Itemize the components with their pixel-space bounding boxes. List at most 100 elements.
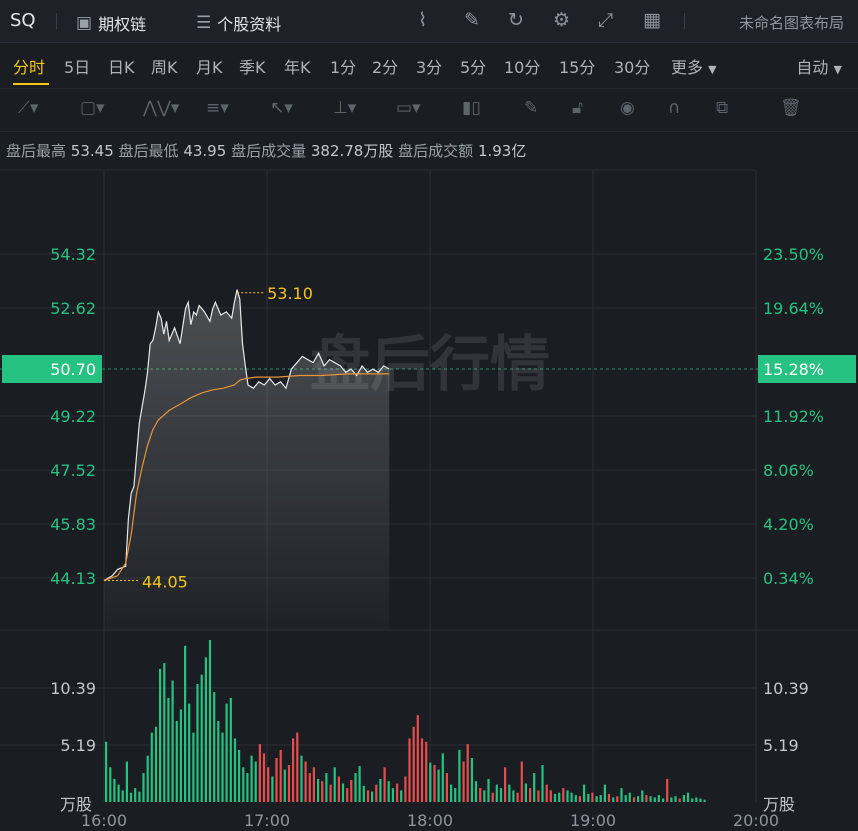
period-1m[interactable]: 1分: [330, 58, 357, 77]
volume-bar: [312, 767, 315, 802]
period-month[interactable]: 月K: [196, 58, 223, 77]
lock-icon[interactable]: 🔓︎: [572, 98, 584, 118]
period-5d[interactable]: 5日: [64, 58, 91, 77]
current-price-badge-left: [2, 355, 102, 383]
period-day[interactable]: 日K: [108, 58, 135, 77]
volume-bar: [545, 784, 548, 802]
y-tick-label-left: 54.32: [50, 245, 96, 264]
volume-bar: [524, 783, 527, 802]
volume-tick-left: 5.19: [60, 736, 96, 755]
y-tick-label-left: 44.13: [50, 569, 96, 588]
bar-tool-icon[interactable]: ▮▯: [462, 98, 481, 118]
period-intraday[interactable]: 分时: [13, 58, 46, 77]
volume-bar: [553, 793, 557, 802]
layers-icon[interactable]: ⧉: [716, 98, 729, 118]
eye-icon[interactable]: ◉: [620, 98, 635, 118]
rect-tool-icon[interactable]: ▢▾: [80, 98, 105, 118]
volume-bar: [520, 761, 523, 802]
volume-bar: [113, 778, 116, 802]
volume-bar: [366, 790, 370, 802]
volume-bar: [441, 753, 444, 802]
options-chain-button[interactable]: ▣ 期权链: [76, 11, 146, 35]
current-pct-value: 15.28%: [763, 360, 824, 379]
grid-icon[interactable]: ▦: [643, 9, 661, 31]
volume-bar: [474, 781, 478, 802]
period-30m[interactable]: 30分: [614, 58, 651, 77]
expand-icon[interactable]: ⤢: [598, 9, 614, 31]
volume-bar: [387, 781, 390, 802]
volume-bar: [462, 761, 465, 802]
auto-scale-dropdown[interactable]: 自动 ▼: [796, 54, 842, 78]
layout-name[interactable]: 未命名图表布局: [738, 14, 844, 32]
period-5m[interactable]: 5分: [460, 58, 487, 77]
volume-bar: [304, 761, 307, 802]
volume-bar: [499, 788, 503, 802]
volume-bar: [179, 709, 182, 802]
volume-bar: [491, 792, 494, 802]
volume-bar: [354, 773, 357, 802]
arrow-tool-icon[interactable]: ↖▾: [270, 98, 293, 118]
period-10m[interactable]: 10分: [504, 58, 541, 77]
y-tick-label-left: 49.22: [50, 407, 96, 426]
period-quarter[interactable]: 季K: [239, 58, 266, 77]
volume-bar: [204, 657, 207, 802]
volume-bar: [628, 792, 631, 802]
trash-icon[interactable]: 🗑︎: [780, 98, 802, 118]
volume-bar: [350, 780, 353, 802]
volume-bar: [512, 790, 515, 802]
period-year[interactable]: 年K: [284, 58, 311, 77]
volume-bar: [258, 744, 261, 802]
text-tool-icon[interactable]: ▭▾: [396, 98, 421, 118]
chart-grid: [0, 169, 858, 802]
volume-bar: [504, 767, 507, 802]
volume-bar: [549, 790, 552, 802]
volume-bar: [641, 790, 644, 802]
y-tick-label-right: 0.34%: [763, 569, 814, 588]
volume-bar: [529, 788, 532, 802]
period-15m[interactable]: 15分: [559, 58, 596, 77]
amount-label: 盘后成交额: [398, 142, 474, 160]
volume-bar: [250, 755, 253, 802]
volume-bars: [105, 640, 706, 802]
profile-button[interactable]: ☰ 个股资料: [196, 11, 281, 35]
settings-icon[interactable]: ⚙: [553, 9, 571, 31]
line-tool-icon[interactable]: ⟋▾: [18, 98, 39, 118]
volume-bar: [637, 796, 640, 802]
volume-bar: [391, 788, 394, 802]
volume-unit-right: 万股: [763, 795, 795, 814]
fib-tool-icon[interactable]: ≡▾: [206, 98, 229, 118]
volume-bar: [479, 788, 482, 802]
volume-unit-left: 万股: [60, 795, 92, 814]
volume-bar: [404, 776, 407, 802]
period-more[interactable]: 更多 ▼: [671, 54, 717, 78]
volume-bar: [429, 762, 432, 802]
options-chain-label: 期权链: [98, 15, 147, 34]
y-tick-label-right: 11.92%: [763, 407, 824, 426]
period-week[interactable]: 周K: [151, 58, 178, 77]
refresh-icon[interactable]: ↻: [508, 9, 524, 31]
pen-icon[interactable]: ✎: [464, 9, 480, 31]
volume-bar: [337, 776, 340, 802]
brush-tool-icon[interactable]: ✎: [524, 98, 539, 118]
volume-bar: [566, 790, 569, 802]
volume-bar: [603, 784, 606, 802]
magnet-icon[interactable]: ∩: [668, 98, 681, 118]
volume-bar: [470, 758, 473, 802]
wave-tool-icon[interactable]: ⋀⋁▾: [143, 98, 180, 118]
chart-icon[interactable]: ⌇: [418, 9, 428, 31]
volume-bar: [695, 797, 698, 802]
active-period-underline: [13, 83, 49, 85]
low-value: 43.95: [183, 142, 227, 160]
measure-tool-icon[interactable]: ⊥▾: [333, 98, 357, 118]
volume-bar: [670, 797, 673, 802]
period-2m[interactable]: 2分: [372, 58, 399, 77]
x-tick-label: 19:00: [570, 811, 616, 830]
low-mark-label: 44.05: [142, 573, 188, 592]
period-3m[interactable]: 3分: [416, 58, 443, 77]
symbol-label[interactable]: SQ: [10, 10, 36, 31]
volume-bar: [175, 721, 178, 802]
volume-bar: [516, 792, 519, 802]
auto-label: 自动: [796, 58, 829, 77]
volume-bar: [121, 790, 124, 802]
